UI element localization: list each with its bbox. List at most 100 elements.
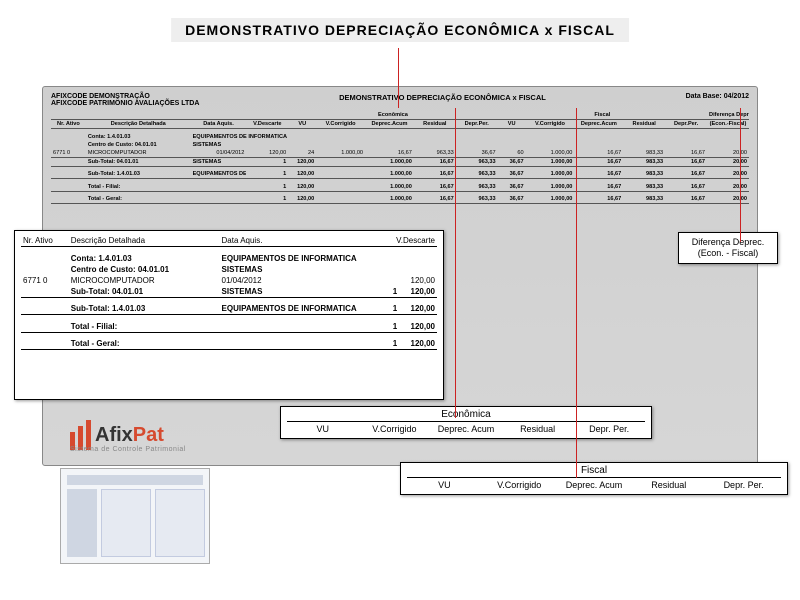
- callout-detail-zoom: Nr. Ativo Descrição Detalhada Data Aquis…: [14, 230, 444, 400]
- diff-line-2: (Econ. - Fiscal): [685, 248, 771, 259]
- col-header: Data Aquis.: [220, 235, 359, 247]
- cell: 20,00: [707, 170, 749, 179]
- cell: 01/04/2012: [220, 275, 359, 286]
- cell: 01/04/2012: [191, 149, 247, 158]
- callout-economica: Econômica VU V.Corrigido Deprec. Acum Re…: [280, 406, 652, 439]
- cell: 16,67: [665, 170, 707, 179]
- cell: 24: [288, 149, 316, 158]
- cell: 1.000,00: [526, 149, 575, 158]
- logo-text: AfixPat: [95, 424, 164, 447]
- cell: 1.000,00: [526, 157, 575, 166]
- company-line-2: AFIXCODE PATRIMÔNIO AVALIAÇÕES LTDA: [51, 100, 199, 107]
- col-header: V.Corrigido: [526, 120, 575, 129]
- cell: Sub-Total: 04.01.01: [86, 157, 191, 166]
- cell: 120,00: [288, 183, 316, 192]
- col-label: Residual: [502, 424, 574, 434]
- cell: 16,67: [414, 170, 456, 179]
- cell: 16,67: [414, 195, 456, 204]
- col-label: VU: [287, 424, 359, 434]
- cell: EQUIPAMENTOS DE INFORMATICA: [191, 170, 247, 179]
- col-header: V.Descarte: [359, 235, 437, 247]
- col-header: Deprec.Acum: [365, 120, 414, 129]
- callout-diff: Diferença Deprec. (Econ. - Fiscal): [678, 232, 778, 264]
- cell: Conta: 1.4.01.03: [69, 253, 220, 264]
- cell: 16,67: [665, 157, 707, 166]
- cell: 16,67: [414, 183, 456, 192]
- group-fiscal: Fiscal: [498, 111, 707, 120]
- cell: 1: [246, 183, 288, 192]
- cell: 1.000,00: [365, 157, 414, 166]
- col-header: VU: [498, 120, 526, 129]
- callout-fiscal: Fiscal VU V.Corrigido Deprec. Acum Resid…: [400, 462, 788, 495]
- col-header: VU: [288, 120, 316, 129]
- cell: 1: [246, 170, 288, 179]
- col-label: V.Corrigido: [359, 424, 431, 434]
- cell: 983,33: [623, 183, 665, 192]
- company-line-1: AFIXCODE DEMONSTRAÇÃO: [51, 93, 199, 100]
- cell: Total - Geral:: [86, 195, 191, 204]
- cell: 16,67: [414, 157, 456, 166]
- cell: 1.000,00: [316, 149, 365, 158]
- cell: 963,33: [456, 195, 498, 204]
- cell: 983,33: [623, 149, 665, 158]
- cell: 36,67: [498, 157, 526, 166]
- cell: 16,67: [574, 183, 623, 192]
- cell: 1.000,00: [526, 170, 575, 179]
- cell: 1.000,00: [365, 195, 414, 204]
- col-header: Depr.Per.: [665, 120, 707, 129]
- group-diff: Diferença Deprec.: [707, 111, 749, 120]
- cell: 120,00: [359, 275, 437, 286]
- cell: 36,67: [456, 149, 498, 158]
- cell: 1: [246, 157, 288, 166]
- cell: 1.000,00: [526, 195, 575, 204]
- cell: 16,67: [665, 149, 707, 158]
- report-table: Econômica Fiscal Diferença Deprec. Nr. A…: [51, 111, 749, 204]
- cell: 16,67: [574, 170, 623, 179]
- cell: 20,00: [707, 149, 749, 158]
- cell: 36,67: [498, 183, 526, 192]
- col-header: V.Descarte: [246, 120, 288, 129]
- col-header: Nr. Ativo: [21, 235, 69, 247]
- col-header: Data Aquis.: [191, 120, 247, 129]
- cell: 963,33: [456, 157, 498, 166]
- cell: 6771 0: [21, 275, 69, 286]
- col-label: Residual: [631, 480, 706, 490]
- cell: 20,00: [707, 183, 749, 192]
- col-label: Depr. Per.: [706, 480, 781, 490]
- cell: EQUIPAMENTOS DE INFORMATICA: [220, 303, 359, 315]
- col-label: VU: [407, 480, 482, 490]
- cell: Total - Filial:: [69, 321, 359, 333]
- cc-desc: SISTEMAS: [191, 141, 749, 149]
- cell: 20,00: [707, 195, 749, 204]
- cell: 983,33: [623, 195, 665, 204]
- col-header: (Econ.-Fiscal): [707, 120, 749, 129]
- cell: 16,67: [574, 157, 623, 166]
- col-header: Depr.Per.: [456, 120, 498, 129]
- section-title: Econômica: [287, 409, 645, 422]
- cell: 963,33: [414, 149, 456, 158]
- page-title: DEMONSTRATIVO DEPRECIAÇÃO ECONÔMICA x FI…: [171, 18, 629, 42]
- col-label: Deprec. Acum: [430, 424, 502, 434]
- cell: 36,67: [498, 195, 526, 204]
- cell: 20,00: [707, 157, 749, 166]
- group-economica: Econômica: [288, 111, 497, 120]
- cell: Sub-Total: 04.01.01: [69, 286, 220, 298]
- col-label: V.Corrigido: [482, 480, 557, 490]
- cell: 16,67: [574, 195, 623, 204]
- cell: 120,00: [288, 195, 316, 204]
- conta-desc: EQUIPAMENTOS DE INFORMATICA: [191, 133, 749, 141]
- cell: SISTEMAS: [191, 157, 247, 166]
- cell: 963,33: [456, 170, 498, 179]
- col-label: Depr. Per.: [573, 424, 645, 434]
- cell: 36,67: [498, 170, 526, 179]
- cell: 983,33: [623, 157, 665, 166]
- col-header: Residual: [623, 120, 665, 129]
- cell: 120,00: [246, 149, 288, 158]
- cell: 60: [498, 149, 526, 158]
- cell: Centro de Custo: 04.01.01: [69, 264, 220, 275]
- cell: Sub-Total: 1.4.01.03: [69, 303, 220, 315]
- section-title: Fiscal: [407, 465, 781, 478]
- cell: SISTEMAS: [220, 286, 359, 298]
- cell: 1.000,00: [365, 170, 414, 179]
- col-header: V.Corrigido: [316, 120, 365, 129]
